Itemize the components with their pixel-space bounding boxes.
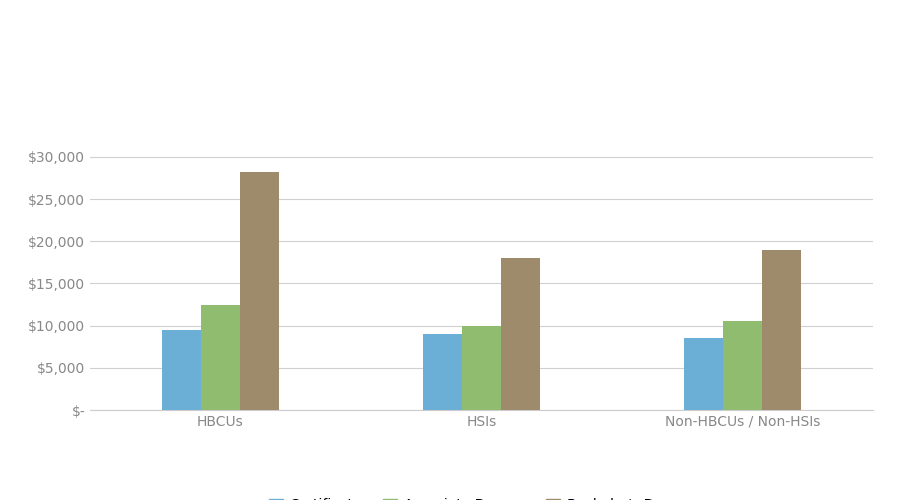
Bar (162, 330, 201, 410)
Bar (462, 326, 501, 410)
Bar (684, 338, 723, 410)
Bar (240, 172, 279, 410)
Bar (762, 250, 801, 410)
Legend: Certificate, Associate Degree, Bachelor's Degree: Certificate, Associate Degree, Bachelor'… (264, 492, 699, 500)
Bar (201, 304, 240, 410)
Bar (501, 258, 540, 410)
Bar (723, 322, 762, 410)
Bar (423, 334, 462, 410)
